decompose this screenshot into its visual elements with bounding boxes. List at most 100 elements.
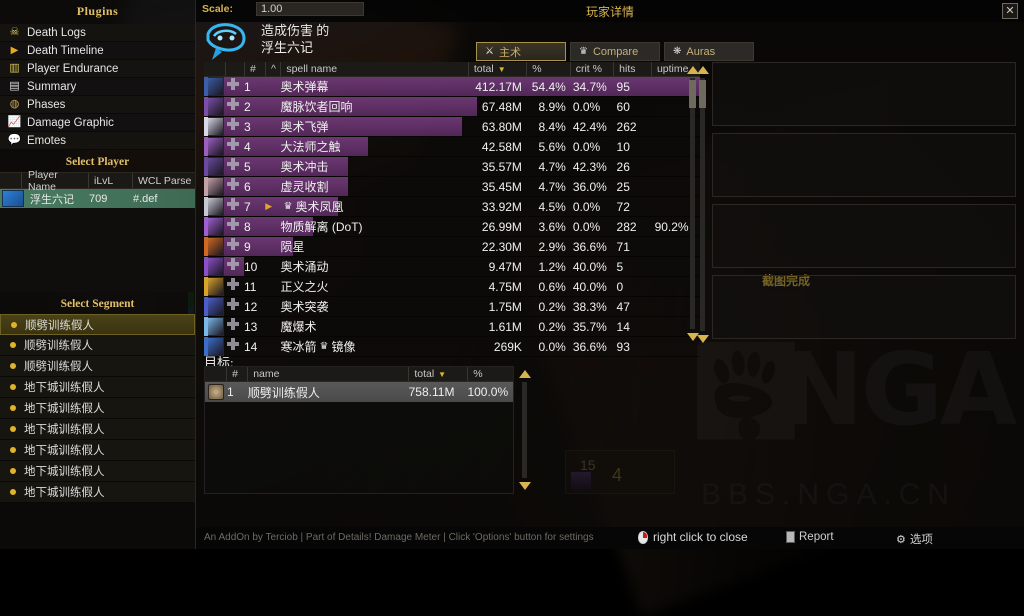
scroll-up-icon[interactable]	[687, 66, 699, 74]
spell-col-hits[interactable]: hits	[613, 62, 651, 76]
expand-caret-icon[interactable]	[261, 277, 276, 296]
player-col-ilvl[interactable]: iLvL	[89, 173, 133, 188]
table-row[interactable]: 11 正义之火 4.75M 0.6% 40.0% 0	[204, 277, 700, 297]
player-row[interactable]: 浮生六记 709 #.def	[0, 189, 195, 208]
detail-panel-scrollbar[interactable]	[696, 62, 710, 347]
segment-item[interactable]: 地下城训练假人	[0, 398, 195, 419]
player-col-name[interactable]: Player Name	[22, 169, 89, 193]
expand-plus-icon[interactable]	[226, 237, 240, 256]
spell-col-total[interactable]: total ▼	[467, 62, 526, 76]
plugin-item-emotes[interactable]: 💬 Emotes	[0, 132, 195, 150]
scroll-up-icon[interactable]	[697, 66, 709, 74]
segment-item[interactable]: 地下城训练假人	[0, 377, 195, 398]
segment-item[interactable]: 地下城训练假人	[0, 440, 195, 461]
table-row[interactable]: 13 魔爆术 1.61M 0.2% 35.7% 14	[204, 317, 700, 337]
target-col-name[interactable]: name	[247, 367, 408, 381]
expand-plus-icon[interactable]	[226, 217, 240, 236]
expand-caret-icon[interactable]	[261, 157, 276, 176]
expand-plus-icon[interactable]	[226, 137, 240, 156]
player-col-parse[interactable]: WCL Parse	[138, 174, 192, 187]
expand-plus-icon[interactable]	[226, 197, 240, 216]
table-row[interactable]: 1 顺劈训练假人 758.11M 100.0%	[205, 382, 513, 402]
scroll-down-icon[interactable]	[519, 482, 531, 490]
tab-compare[interactable]: ♛ Compare	[570, 42, 660, 61]
spell-col-crit[interactable]: crit %	[569, 62, 613, 76]
expand-caret-icon[interactable]	[261, 77, 276, 96]
expand-caret-icon[interactable]: ▶	[265, 201, 273, 211]
table-row[interactable]: 12 奥术突袭 1.75M 0.2% 38.3% 47	[204, 297, 700, 317]
expand-caret-icon[interactable]	[261, 97, 276, 116]
expand-caret-icon[interactable]	[261, 317, 276, 336]
scroll-thumb[interactable]	[689, 80, 696, 108]
expand-caret-icon[interactable]	[261, 117, 276, 136]
expand-plus-icon[interactable]	[226, 97, 240, 116]
expand-plus-icon[interactable]	[226, 157, 240, 176]
segment-item[interactable]: 地下城训练假人	[0, 482, 195, 503]
spell-table-scrollbar[interactable]	[686, 62, 700, 345]
plugin-item-death-logs[interactable]: ☠ Death Logs	[0, 24, 195, 42]
plugin-item-death-timeline[interactable]: ▶ Death Timeline	[0, 42, 195, 60]
target-table-scrollbar[interactable]	[518, 366, 532, 494]
segment-item[interactable]: 地下城训练假人	[0, 461, 195, 482]
table-row[interactable]: 14 寒冰箭 ♛ 镜像 269K 0.0% 36.6% 93	[204, 337, 700, 357]
spell-col-percent[interactable]: %	[526, 62, 569, 76]
scroll-down-icon[interactable]	[697, 335, 709, 343]
spell-col-caret[interactable]: ^	[264, 62, 280, 76]
spell-col-uptime[interactable]: uptime	[650, 62, 700, 76]
expand-caret-icon[interactable]	[261, 337, 276, 356]
target-col-rank[interactable]: #	[226, 367, 247, 381]
plugin-item-summary[interactable]: ▤ Summary	[0, 78, 195, 96]
detail-box[interactable]	[712, 275, 1016, 339]
table-row[interactable]: 5 奥术冲击 35.57M 4.7% 42.3% 26	[204, 157, 700, 177]
scroll-thumb[interactable]	[699, 80, 706, 108]
expand-plus-icon[interactable]	[226, 317, 240, 336]
expand-plus-icon[interactable]	[226, 257, 240, 276]
detail-box[interactable]	[712, 62, 1016, 126]
expand-plus-icon[interactable]	[226, 117, 240, 136]
expand-caret-icon[interactable]	[261, 297, 276, 316]
expand-caret-icon[interactable]	[261, 177, 276, 196]
expand-plus-icon[interactable]	[226, 337, 240, 356]
scroll-track[interactable]	[522, 382, 527, 478]
segment-item[interactable]: 顺劈训练假人	[0, 314, 195, 335]
expand-caret-icon[interactable]	[261, 217, 276, 236]
segment-item[interactable]: 顺劈训练假人	[0, 335, 195, 356]
expand-caret-icon[interactable]	[261, 257, 276, 276]
table-row[interactable]: 4 大法师之触 42.58M 5.6% 0.0% 10	[204, 137, 700, 157]
tab-auras[interactable]: ❋ Auras	[664, 42, 754, 61]
plugin-item-phases[interactable]: ◍ Phases	[0, 96, 195, 114]
table-row[interactable]: 2 魔脉饮者回响 67.48M 8.9% 0.0% 60	[204, 97, 700, 117]
expand-plus-icon[interactable]	[226, 277, 240, 296]
segment-item[interactable]: 地下城训练假人	[0, 419, 195, 440]
scroll-up-icon[interactable]	[519, 370, 531, 378]
options-button[interactable]: ⚙ 选项	[896, 531, 933, 547]
detail-box[interactable]	[712, 204, 1016, 268]
scale-slider[interactable]: 1.00	[256, 2, 364, 16]
scroll-down-icon[interactable]	[687, 333, 699, 341]
table-row[interactable]: 10 奥术涌动 9.47M 1.2% 40.0% 5	[204, 257, 700, 277]
detail-box[interactable]	[712, 133, 1016, 197]
table-row[interactable]: 7 ▶ ♛ 奥术凤凰 33.92M 4.5% 0.0% 72	[204, 197, 700, 217]
spell-col-name[interactable]: spell name	[280, 62, 468, 76]
table-row[interactable]: 6 虚灵收割 35.45M 4.7% 36.0% 25	[204, 177, 700, 197]
scroll-track[interactable]	[690, 78, 695, 329]
plugin-item-damage-graphic[interactable]: 📈 Damage Graphic	[0, 114, 195, 132]
expand-plus-icon[interactable]	[226, 177, 240, 196]
table-row[interactable]: 3 奥术飞弹 63.80M 8.4% 42.4% 262	[204, 117, 700, 137]
expand-caret-icon[interactable]	[261, 137, 276, 156]
report-button[interactable]: Report	[786, 531, 834, 543]
expand-plus-icon[interactable]	[226, 297, 240, 316]
table-row[interactable]: 9 陨星 22.30M 2.9% 36.6% 71	[204, 237, 700, 257]
target-col-total[interactable]: total ▼	[408, 367, 467, 381]
close-icon[interactable]: ✕	[1002, 3, 1018, 19]
table-row[interactable]: 8 物质解离 (DoT) 26.99M 3.6% 0.0% 282 90.2%	[204, 217, 700, 237]
plugin-item-player-endurance[interactable]: ▥ Player Endurance	[0, 60, 195, 78]
segment-item[interactable]: 顺劈训练假人	[0, 356, 195, 377]
expand-plus-icon[interactable]	[226, 77, 240, 96]
tab-main[interactable]: ⚔ 主术	[476, 42, 566, 61]
scroll-track[interactable]	[700, 78, 705, 331]
table-row[interactable]: 1 奥术弹幕 412.17M 54.4% 34.7% 95	[204, 77, 700, 97]
spell-col-rank[interactable]: #	[244, 62, 265, 76]
target-col-percent[interactable]: %	[467, 367, 513, 381]
expand-caret-icon[interactable]	[261, 237, 276, 256]
